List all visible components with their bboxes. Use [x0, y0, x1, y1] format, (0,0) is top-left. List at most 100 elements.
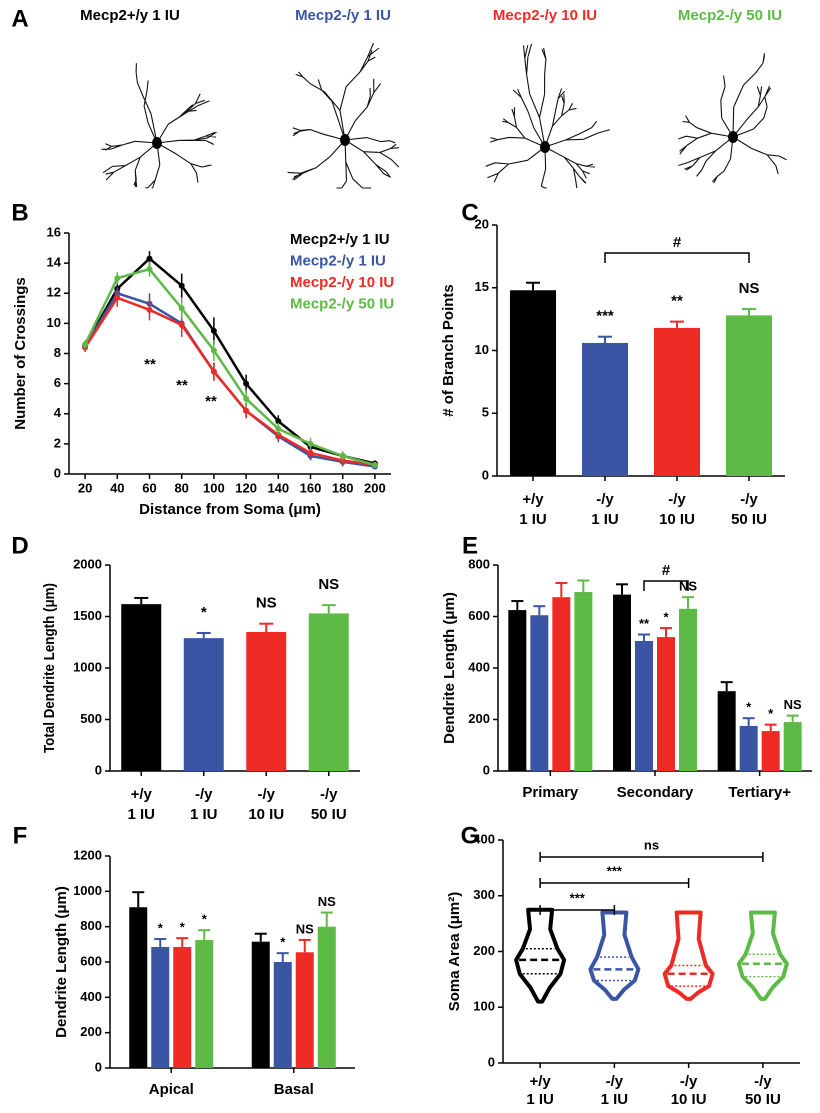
y-tick-label: 200 [473, 943, 495, 958]
y-tick-label: 600 [80, 953, 102, 968]
y-tick-label: 10 [475, 342, 489, 357]
y-tick-label: 1200 [73, 847, 102, 862]
x-tick-label: 50 IU [731, 511, 767, 528]
y-axis-label: Dendrite Length (μm) [441, 592, 458, 744]
x-tick-label: +/y [529, 1073, 551, 1090]
x-tick-label: 120 [235, 480, 257, 495]
significance-label: * [158, 920, 164, 935]
y-tick-label: 0 [95, 1059, 102, 1074]
y-tick-label: 10 [47, 315, 61, 330]
x-tick-label: 100 [203, 480, 225, 495]
neuron-label: Mecp2-/y 1 IU [295, 7, 391, 24]
data-point [178, 305, 185, 312]
data-point [307, 440, 314, 447]
neuron-soma [340, 134, 350, 146]
panel-letter: A [11, 5, 28, 32]
significance-label: NS [318, 894, 336, 909]
bar [725, 315, 773, 476]
legend-entry: Mecp2-/y 50 IU [290, 295, 394, 312]
x-tick-label: Apical [149, 1081, 194, 1098]
y-tick-label: 16 [47, 224, 61, 239]
x-tick-label: -/y [257, 786, 275, 803]
series-line [83, 267, 376, 467]
data-point [146, 255, 153, 262]
y-axis-label: Total Dendrite Length (μm) [41, 583, 58, 753]
y-tick-label: 8 [54, 345, 61, 360]
data-point [114, 275, 121, 282]
y-tick-label: 12 [47, 285, 61, 300]
y-tick-label: 0 [483, 762, 490, 777]
x-tick-label: +/y [522, 491, 544, 508]
x-tick-label: 10 IU [248, 806, 284, 823]
data-point [114, 294, 121, 301]
significance-label: * [180, 920, 186, 935]
x-tick-label: 180 [332, 480, 354, 495]
bar [121, 604, 162, 771]
y-tick-label: 800 [468, 556, 490, 571]
bar [295, 952, 314, 1068]
x-tick-label: 60 [142, 480, 156, 495]
significance-label: ** [671, 293, 683, 310]
y-tick-label: 500 [80, 711, 102, 726]
significance-label: * [201, 604, 207, 621]
neuron-soma [728, 131, 738, 143]
annotation: ** [205, 393, 217, 410]
series-line [84, 291, 376, 468]
y-tick-label: 1000 [73, 659, 102, 674]
bar [552, 597, 571, 771]
data-point [178, 321, 185, 328]
panel-letter: D [11, 532, 28, 559]
x-tick-label: -/y [195, 786, 213, 803]
x-tick-label: 10 IU [671, 1091, 707, 1108]
significance-label: * [746, 700, 752, 715]
bar [173, 946, 192, 1068]
bar [273, 962, 292, 1068]
x-tick-label: 50 IU [311, 806, 347, 823]
x-tick-label: Basal [274, 1081, 314, 1098]
x-tick-label: -/y [680, 1073, 698, 1090]
violin [588, 910, 641, 1001]
x-tick-label: 1 IU [519, 511, 547, 528]
significance-label: * [768, 706, 774, 721]
bar [657, 637, 675, 771]
significance-bracket [604, 252, 750, 263]
bar [739, 725, 758, 771]
bar [151, 946, 170, 1068]
x-tick-label: -/y [668, 491, 686, 508]
x-tick-label: Tertiary+ [728, 784, 791, 801]
bar [653, 327, 701, 476]
panel-letter: G [461, 822, 480, 849]
y-axis-label: # of Branch Points [440, 284, 457, 417]
x-tick-label: 1 IU [526, 1091, 554, 1108]
data-point [210, 327, 217, 334]
x-tick-label: 40 [110, 480, 124, 495]
significance-label: * [663, 610, 669, 625]
legend-entry: Mecp2-/y 1 IU [290, 252, 386, 269]
annotation: ** [176, 377, 188, 394]
data-point [275, 425, 282, 432]
bar [246, 631, 287, 771]
significance-bracket [539, 878, 690, 888]
data-point [243, 380, 250, 387]
x-tick-label: -/y [606, 1073, 624, 1090]
x-tick-label: 1 IU [591, 511, 619, 528]
neuron-dendrites [287, 42, 400, 189]
x-tick-label: +/y [131, 786, 153, 803]
significance-label: NS [296, 921, 314, 936]
y-tick-label: 0 [488, 1054, 495, 1069]
x-tick-label: 1 IU [190, 806, 218, 823]
bracket-label: *** [570, 890, 586, 905]
y-axis-label: Soma Area (μm²) [446, 892, 463, 1011]
x-tick-label: 1 IU [601, 1091, 629, 1108]
legend-entry: Mecp2-/y 10 IU [290, 274, 394, 291]
significance-label: NS [318, 576, 339, 593]
data-point [307, 449, 314, 456]
x-tick-label: 20 [78, 480, 92, 495]
significance-label: * [202, 912, 208, 927]
y-tick-label: 1000 [73, 883, 102, 898]
neuron-label: Mecp2-/y 10 IU [493, 7, 597, 24]
data-point [243, 395, 250, 402]
y-tick-label: 0 [54, 465, 61, 480]
y-tick-label: 400 [80, 989, 102, 1004]
